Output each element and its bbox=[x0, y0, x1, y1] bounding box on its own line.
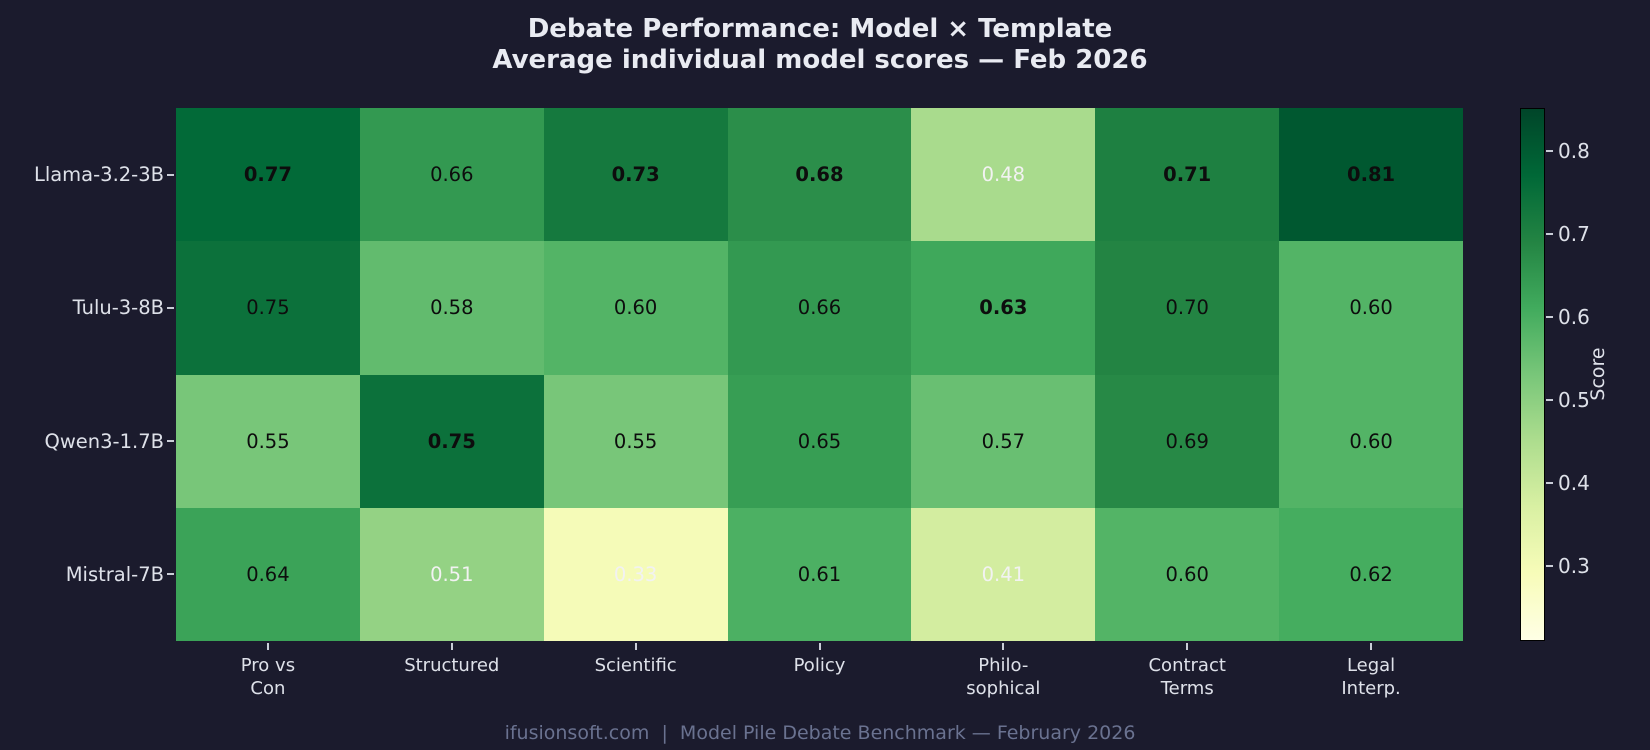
colorbar-ticks: 0.8 0.7 0.6 0.5 0.4 0.3 bbox=[1546, 108, 1646, 641]
heatmap-cell: 0.60 bbox=[1095, 507, 1280, 641]
chart-title: Debate Performance: Model × Template bbox=[527, 14, 1113, 44]
heatmap-cell: 0.57 bbox=[911, 374, 1096, 508]
x-axis-label: Pro vs Con bbox=[240, 655, 296, 699]
footer-caption: ifusionsoft.com | Model Pile Debate Benc… bbox=[504, 722, 1136, 744]
x-axis-label: Scientific bbox=[594, 655, 677, 676]
colorbar-tick-mark bbox=[1546, 150, 1553, 153]
heatmap-cell: 0.41 bbox=[911, 507, 1096, 641]
y-axis-label: Llama-3.2-3B bbox=[33, 163, 164, 187]
x-tick-mark bbox=[1186, 643, 1189, 650]
heatmap-cell: 0.77 bbox=[176, 108, 360, 242]
colorbar-tick-label: 0.3 bbox=[1558, 554, 1590, 579]
x-tick-mark bbox=[1370, 643, 1373, 650]
y-axis-label: Mistral-7B bbox=[65, 562, 164, 586]
x-tick-mark bbox=[634, 643, 637, 650]
x-tick-mark bbox=[266, 643, 269, 650]
colorbar-tick-mark bbox=[1546, 565, 1553, 568]
colorbar-tick-label: 0.8 bbox=[1558, 139, 1590, 164]
y-tick-mark bbox=[167, 173, 174, 176]
heatmap-cell: 0.51 bbox=[359, 507, 544, 641]
heatmap-grid: 0.77 0.66 0.73 0.68 0.48 0.71 0.81 0.75 0.58 0.60… bbox=[176, 108, 1463, 641]
heatmap-cell: 0.60 bbox=[543, 241, 728, 375]
heatmap-cell: 0.75 bbox=[359, 374, 544, 508]
heatmap-cell: 0.55 bbox=[543, 374, 728, 508]
heatmap-cell: 0.81 bbox=[1279, 108, 1463, 242]
heatmap-cell: 0.60 bbox=[1279, 374, 1463, 508]
chart-title-block: Debate Performance: Model × Template Ave… bbox=[0, 14, 1640, 76]
heatmap-cell: 0.48 bbox=[911, 108, 1096, 242]
heatmap-cell: 0.68 bbox=[727, 108, 912, 242]
heatmap-cell: 0.75 bbox=[176, 241, 360, 375]
x-axis-label: Policy bbox=[793, 655, 846, 676]
x-tick-mark bbox=[1002, 643, 1005, 650]
y-tick-mark bbox=[167, 440, 174, 443]
y-tick-mark bbox=[167, 573, 174, 576]
heatmap-cell: 0.63 bbox=[911, 241, 1096, 375]
heatmap-cell: 0.61 bbox=[727, 507, 912, 641]
heatmap-cell: 0.69 bbox=[1095, 374, 1280, 508]
x-tick-mark bbox=[450, 643, 453, 650]
y-axis-label: Tulu-3-8B bbox=[72, 296, 164, 320]
heatmap-cell: 0.66 bbox=[727, 241, 912, 375]
x-axis-labels: Pro vs Con Structured Scientific Policy Phil… bbox=[176, 655, 1463, 700]
colorbar-gradient bbox=[1520, 108, 1545, 641]
colorbar-axis-label: Score bbox=[1587, 347, 1609, 401]
chart-subtitle: Average individual model scores — Feb 20… bbox=[492, 45, 1148, 75]
heatmap-cell: 0.73 bbox=[543, 108, 728, 242]
y-axis-ticks bbox=[167, 108, 175, 641]
x-axis-label: Philo- sophical bbox=[966, 655, 1041, 699]
heatmap-cell: 0.71 bbox=[1095, 108, 1280, 242]
x-tick-mark bbox=[818, 643, 821, 650]
heatmap-cell: 0.70 bbox=[1095, 241, 1280, 375]
x-axis-label: Contract Terms bbox=[1148, 655, 1226, 699]
y-tick-mark bbox=[167, 306, 174, 309]
y-axis-labels: Llama-3.2-3B Tulu-3-8B Qwen3-1.7B Mistral-7… bbox=[0, 108, 164, 641]
heatmap-cell: 0.58 bbox=[359, 241, 544, 375]
heatmap-cell: 0.64 bbox=[176, 507, 360, 641]
colorbar-tick-label: 0.5 bbox=[1558, 388, 1590, 413]
colorbar-tick-label: 0.7 bbox=[1558, 222, 1590, 247]
heatmap-cell: 0.66 bbox=[359, 108, 544, 242]
y-axis-label: Qwen3-1.7B bbox=[44, 429, 165, 453]
x-axis-label: Legal Interp. bbox=[1341, 655, 1401, 699]
heatmap-cell: 0.65 bbox=[727, 374, 912, 508]
heatmap-cell: 0.62 bbox=[1279, 507, 1463, 641]
colorbar-tick-mark bbox=[1546, 233, 1553, 236]
x-axis-label: Structured bbox=[404, 655, 500, 676]
x-axis-ticks bbox=[176, 643, 1463, 651]
colorbar-tick-label: 0.6 bbox=[1558, 305, 1590, 330]
heatmap-cell: 0.60 bbox=[1279, 241, 1463, 375]
colorbar-tick-mark bbox=[1546, 482, 1553, 485]
heatmap-cell: 0.33 bbox=[543, 507, 728, 641]
colorbar-tick-mark bbox=[1546, 316, 1553, 319]
heatmap-cell: 0.55 bbox=[176, 374, 360, 508]
colorbar-tick-mark bbox=[1546, 399, 1553, 402]
colorbar-tick-label: 0.4 bbox=[1558, 471, 1590, 496]
